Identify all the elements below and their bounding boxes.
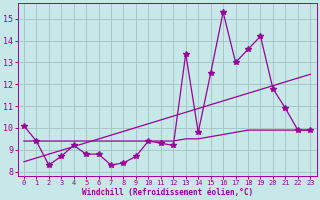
X-axis label: Windchill (Refroidissement éolien,°C): Windchill (Refroidissement éolien,°C) (82, 188, 253, 197)
